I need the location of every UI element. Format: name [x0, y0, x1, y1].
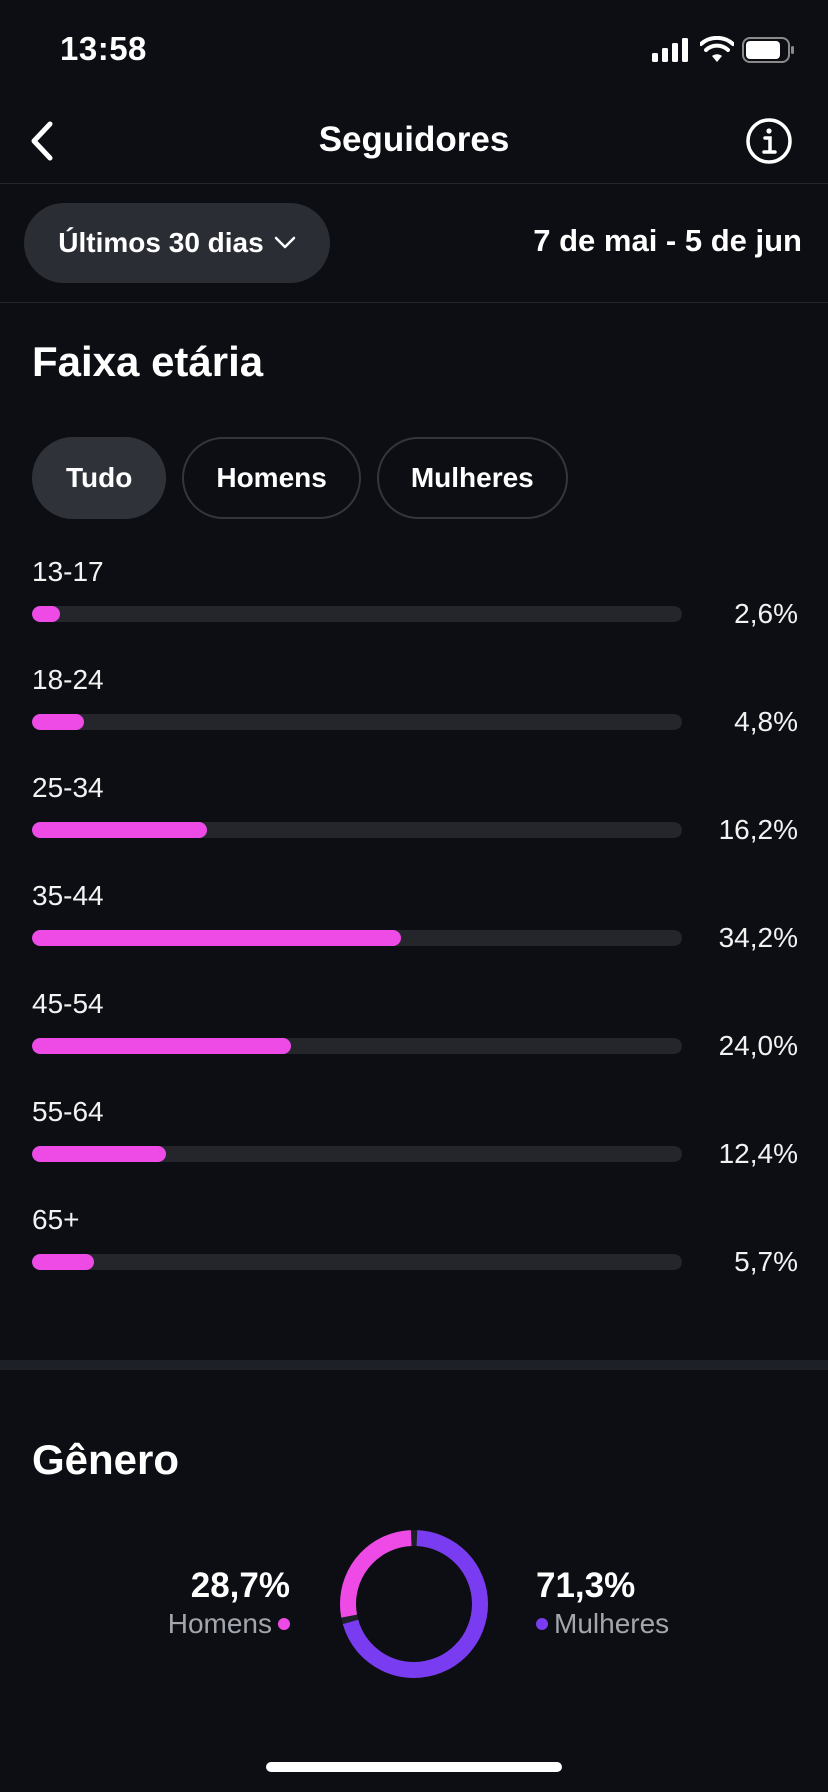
age-bar-track: [32, 1038, 682, 1054]
age-label: 45-54: [32, 988, 104, 1019]
battery-icon: [742, 37, 794, 63]
period-label: Últimos 30 dias: [58, 227, 264, 258]
age-value: 12,4%: [718, 1138, 798, 1169]
women-label: Mulheres: [554, 1608, 670, 1639]
age-label: 55-64: [32, 1096, 104, 1127]
age-value: 4,8%: [734, 706, 798, 737]
page-title: Seguidores: [318, 120, 510, 159]
age-bar-track: [32, 606, 682, 622]
age-bar-fill: [32, 930, 402, 946]
age-bar-track: [32, 822, 682, 838]
info-icon[interactable]: [744, 116, 794, 166]
home-indicator[interactable]: [266, 1762, 562, 1772]
age-bar-fill: [32, 714, 84, 730]
period-dropdown[interactable]: Últimos 30 dias: [24, 203, 330, 283]
age-bar-track: [32, 930, 682, 946]
men-legend: Homens: [150, 1608, 290, 1640]
age-value: 5,7%: [734, 1246, 798, 1277]
men-dot-icon: [278, 1618, 290, 1630]
age-row: 55-64 12,4%: [32, 1088, 798, 1196]
segment-homens[interactable]: Homens: [182, 437, 361, 519]
women-percentage: 71,3%: [536, 1566, 636, 1605]
age-section-title: Faixa etária: [32, 338, 264, 385]
men-percentage: 28,7%: [190, 1566, 290, 1605]
women-dot-icon: [536, 1618, 548, 1630]
nav-bar: Seguidores: [0, 100, 828, 184]
segment-control: Tudo Homens Mulheres: [32, 437, 568, 519]
age-row: 25-34 16,2%: [32, 764, 798, 872]
age-bar-fill: [32, 1038, 291, 1054]
age-bar-fill: [32, 1146, 166, 1162]
chevron-down-icon: [274, 236, 295, 249]
age-list: 13-17 2,6% 18-24 4,8% 25-34 16,2% 35-44 …: [32, 548, 798, 1304]
age-row: 13-17 2,6%: [32, 548, 798, 656]
age-bar-fill: [32, 822, 207, 838]
section-divider: [0, 1360, 828, 1370]
age-label: 18-24: [32, 664, 104, 695]
age-row: 35-44 34,2%: [32, 872, 798, 980]
age-value: 34,2%: [718, 922, 798, 953]
age-bar-fill: [32, 1254, 94, 1270]
age-bar-fill: [32, 606, 61, 622]
donut-slice-men: [340, 1530, 488, 1678]
age-label: 13-17: [32, 556, 104, 587]
wifi-icon: [700, 36, 734, 62]
gender-section-title: Gênero: [32, 1436, 180, 1483]
filter-row: Últimos 30 dias 7 de mai - 5 de jun: [0, 185, 828, 303]
segment-tudo[interactable]: Tudo: [32, 437, 167, 519]
age-label: 65+: [32, 1204, 80, 1235]
age-value: 24,0%: [718, 1030, 798, 1061]
status-time: 13:58: [60, 30, 147, 67]
age-bar-track: [32, 714, 682, 730]
donut-slice-women: [340, 1530, 488, 1678]
date-range: 7 de mai - 5 de jun: [533, 223, 802, 258]
age-label: 25-34: [32, 772, 104, 803]
age-value: 2,6%: [734, 598, 798, 629]
age-row: 65+ 5,7%: [32, 1196, 798, 1304]
gender-donut-chart: [340, 1530, 488, 1678]
age-value: 16,2%: [718, 814, 798, 845]
age-row: 45-54 24,0%: [32, 980, 798, 1088]
age-label: 35-44: [32, 880, 104, 911]
age-row: 18-24 4,8%: [32, 656, 798, 764]
segment-mulheres[interactable]: Mulheres: [376, 437, 568, 519]
status-bar: 13:58: [0, 0, 828, 100]
age-bar-track: [32, 1146, 682, 1162]
back-button[interactable]: [20, 116, 70, 166]
gender-women: 71,3% Mulheres: [536, 1566, 736, 1640]
age-bar-track: [32, 1254, 682, 1270]
cellular-signal-icon: [652, 38, 688, 62]
women-legend: Mulheres: [536, 1608, 736, 1640]
gender-men: 28,7% Homens: [150, 1566, 290, 1640]
men-label: Homens: [167, 1608, 272, 1639]
